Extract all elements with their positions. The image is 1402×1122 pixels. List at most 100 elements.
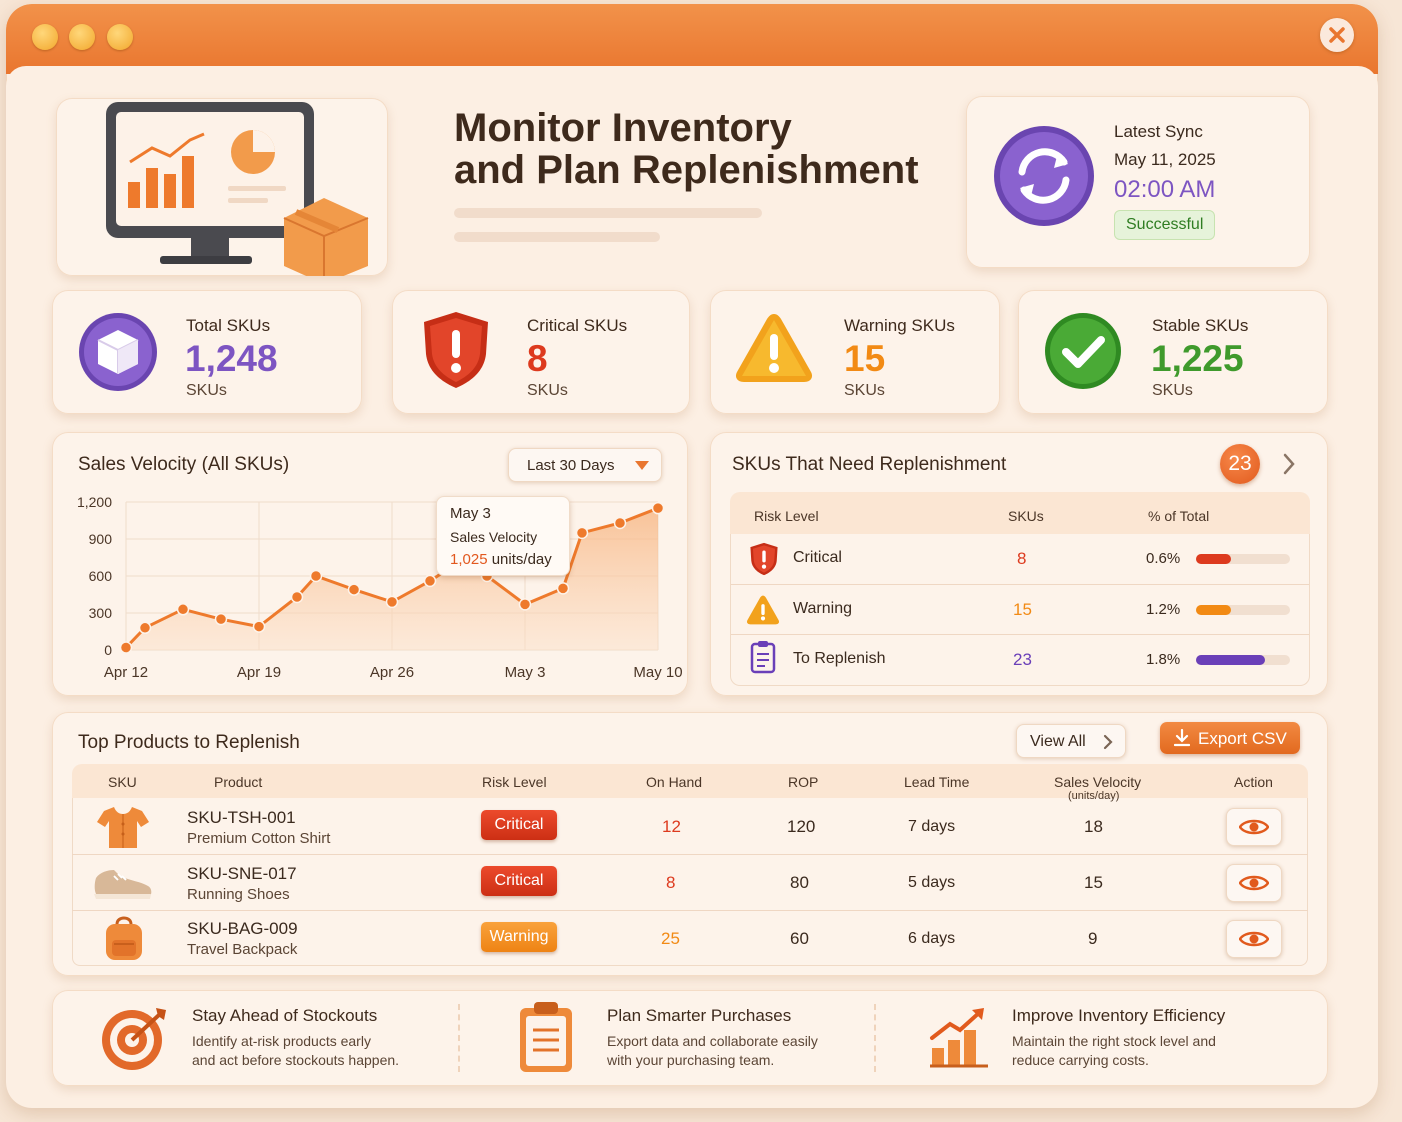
x-tick-label: Apr 12 [104, 664, 148, 681]
view-button[interactable] [1226, 864, 1282, 902]
feature-title: Plan Smarter Purchases [607, 1006, 792, 1025]
on-hand-value: 25 [661, 929, 680, 948]
chevron-down-icon [635, 461, 649, 470]
page-title: Monitor Inventory [454, 106, 792, 150]
target-icon [102, 1008, 166, 1070]
data-point [214, 612, 228, 626]
export-csv-button[interactable]: Export CSV [1160, 722, 1300, 754]
risk-row-pct: 0.6% [1146, 550, 1181, 567]
velocity-value: 18 [1084, 817, 1103, 836]
top-products-card: Top Products to Replenish View All Expor… [52, 712, 1328, 976]
lead-time-value: 7 days [908, 818, 956, 835]
stat-unit: SKUs [844, 382, 885, 399]
stat-value: 15 [844, 338, 886, 379]
series-area [126, 508, 658, 650]
hero-illustration [56, 98, 388, 284]
view-all-button[interactable]: View All [1016, 724, 1126, 758]
col-risk-level: Risk Level [754, 508, 819, 524]
product-sku: SKU-SNE-017 [187, 864, 297, 883]
on-hand-value: 12 [662, 817, 681, 836]
row-divider [730, 584, 1310, 585]
feature-desc-line2: and act before stockouts happen. [192, 1052, 400, 1068]
stat-card-critical: Critical SKUs 8 SKUs [392, 290, 690, 414]
close-button[interactable] [1320, 18, 1354, 52]
data-point [252, 620, 266, 633]
stat-label: Stable SKUs [1152, 316, 1249, 335]
progress-fill [1196, 605, 1231, 615]
divider [874, 1004, 876, 1072]
col-on-hand: On Hand [646, 774, 703, 790]
col-pct-total: % of Total [1148, 508, 1210, 524]
product-sku: SKU-TSH-001 [187, 808, 296, 827]
data-point [290, 590, 304, 604]
risk-badge: Critical [481, 810, 557, 840]
tooltip-value-line: 1,025 units/day [450, 551, 552, 568]
tooltip-value: 1,025 [450, 551, 488, 568]
data-point [423, 574, 437, 588]
window-control-dot[interactable] [32, 24, 58, 50]
y-tick-label: 0 [104, 642, 112, 658]
sync-date: May 11, 2025 [1114, 150, 1216, 169]
view-button[interactable] [1226, 808, 1282, 846]
stat-value: 1,225 [1151, 338, 1244, 379]
product-name: Premium Cotton Shirt [187, 830, 331, 847]
eye-icon [1239, 819, 1269, 835]
chart-tooltip: May 3 Sales Velocity 1,025 units/day [436, 496, 570, 576]
data-point [309, 569, 323, 583]
range-dropdown-value: Last 30 Days [527, 457, 615, 474]
feature-title: Improve Inventory Efficiency [1012, 1006, 1226, 1025]
data-point [518, 598, 532, 611]
velocity-value: 9 [1088, 929, 1098, 948]
title-underline-placeholder [454, 208, 762, 218]
y-tick-label: 600 [89, 568, 113, 584]
sync-card: Latest Sync May 11, 2025 02:00 AM Succes… [966, 96, 1310, 268]
data-point [119, 641, 133, 654]
shirt-icon [97, 807, 149, 848]
product-sku: SKU-BAG-009 [187, 919, 298, 938]
col-product: Product [214, 774, 263, 790]
backpack-icon [106, 916, 142, 960]
rop-value: 80 [790, 873, 809, 892]
warning-triangle-icon [735, 314, 813, 382]
stat-card-warning: Warning SKUs 15 SKUs [710, 290, 1000, 414]
tooltip-label: Sales Velocity [450, 529, 538, 545]
window-control-dot[interactable] [69, 24, 95, 50]
eye-icon [1239, 875, 1269, 891]
warning-triangle-icon [746, 595, 780, 625]
feature-desc-line1: Maintain the right stock level and [1012, 1033, 1216, 1049]
velocity-value: 15 [1084, 873, 1103, 892]
view-button[interactable] [1226, 920, 1282, 958]
chart-title: Sales Velocity (All SKUs) [78, 454, 290, 475]
risk-row-skus: 15 [1013, 600, 1032, 619]
feature-title: Stay Ahead of Stockouts [192, 1006, 378, 1025]
title-bar [6, 4, 1378, 74]
risk-row-label: Warning [793, 600, 852, 617]
chevron-right-icon[interactable] [1282, 452, 1296, 476]
product-name: Travel Backpack [187, 941, 298, 958]
export-csv-label: Export CSV [1198, 729, 1287, 748]
stat-unit: SKUs [527, 382, 568, 399]
col-lead-time: Lead Time [904, 774, 970, 790]
sync-time: 02:00 AM [1114, 176, 1216, 203]
window-control-dot[interactable] [107, 24, 133, 50]
feature-desc-line2: with your purchasing team. [607, 1052, 775, 1068]
risk-badge: Critical [481, 866, 557, 896]
row-divider [730, 634, 1310, 635]
chevron-right-icon [1103, 734, 1113, 750]
sync-icon [994, 126, 1094, 226]
on-hand-value: 8 [666, 873, 676, 892]
progress-fill [1196, 655, 1265, 665]
row-divider [72, 854, 1308, 855]
data-point [556, 582, 570, 595]
range-dropdown[interactable]: Last 30 Days [508, 448, 662, 482]
stat-value: 1,248 [185, 338, 278, 379]
col-sales-velocity-unit: (units/day) [1068, 790, 1120, 802]
replenish-title: SKUs That Need Replenishment [732, 454, 1007, 475]
check-circle-icon [1045, 313, 1121, 389]
sales-velocity-card: Sales Velocity (All SKUs) Last 30 Days 0… [52, 432, 688, 696]
data-point [176, 603, 190, 616]
risk-progress-bar [1196, 554, 1290, 564]
col-sales-velocity: Sales Velocity [1054, 774, 1142, 790]
data-point [138, 621, 152, 635]
x-tick-label: Apr 26 [370, 664, 414, 681]
